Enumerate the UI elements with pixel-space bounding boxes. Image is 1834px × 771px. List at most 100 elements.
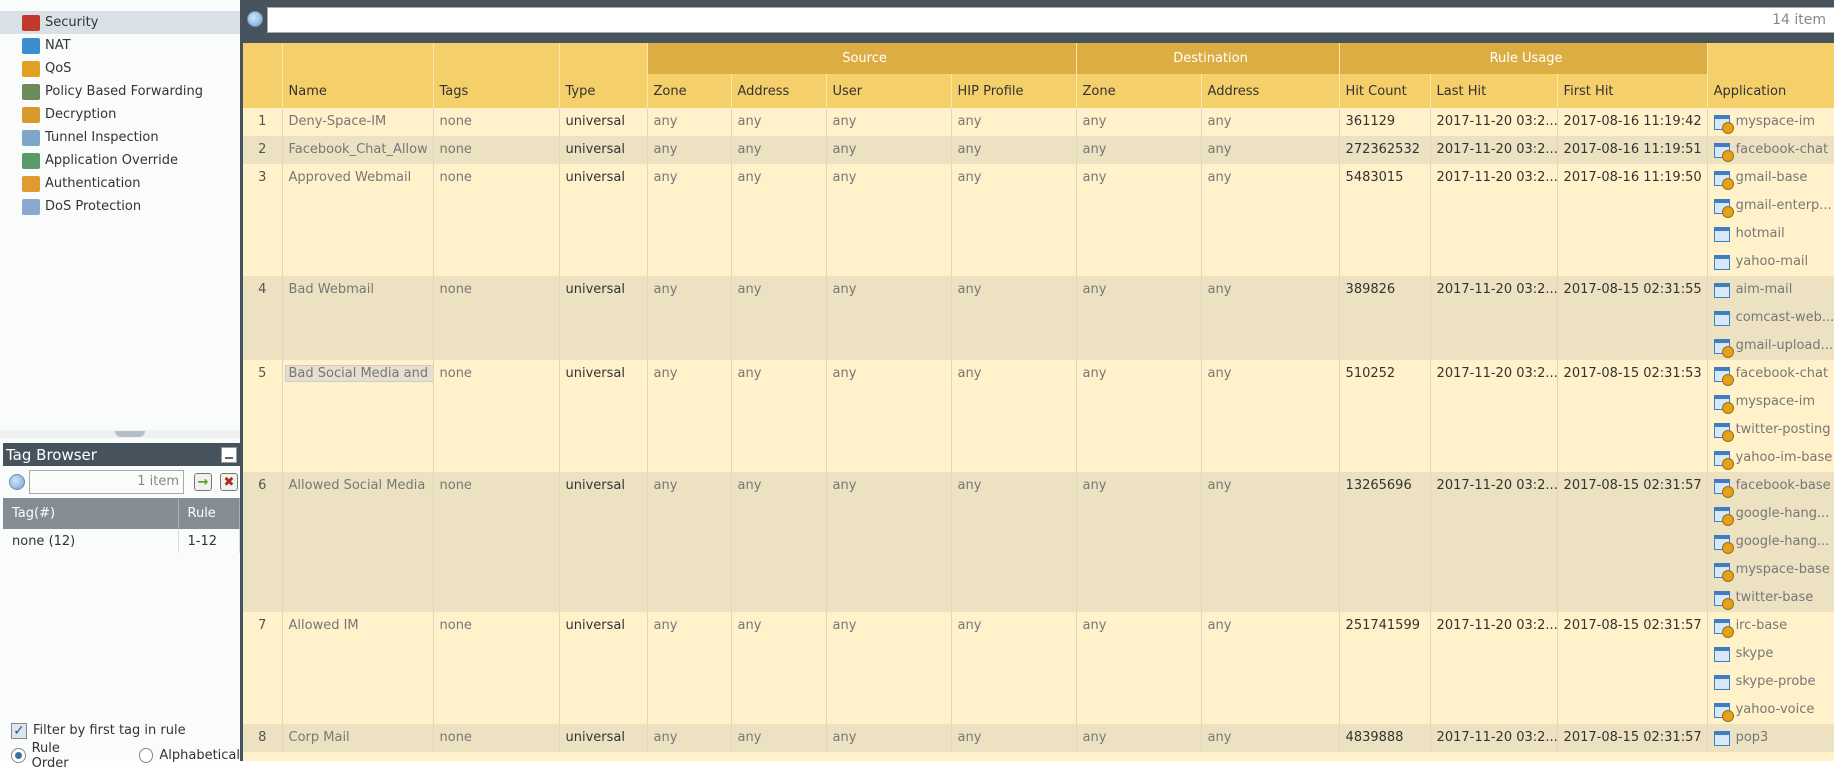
- hit-count[interactable]: 13265696: [1339, 472, 1431, 612]
- rule-number[interactable]: 1: [243, 108, 283, 136]
- rule-name[interactable]: Allowed Social Media: [282, 472, 434, 612]
- hip-profile[interactable]: any: [951, 136, 1077, 164]
- rule-row[interactable]: 8 Corp Mail none universal any any any any any an…: [243, 724, 1834, 752]
- rule-number[interactable]: 4: [243, 276, 283, 360]
- hit-count[interactable]: 251741599: [1339, 612, 1431, 724]
- rule-type[interactable]: universal: [559, 612, 648, 724]
- rule-column-header[interactable]: Rule: [178, 498, 240, 529]
- destination-address[interactable]: any: [1201, 164, 1340, 276]
- nav-item-decryption[interactable]: Decryption: [0, 103, 240, 126]
- last-hit[interactable]: 2017-11-20 03:2...: [1430, 276, 1558, 360]
- source-user[interactable]: any: [826, 164, 952, 276]
- col-destination-zone[interactable]: Zone: [1076, 74, 1202, 108]
- destination-zone[interactable]: any: [1076, 612, 1202, 724]
- source-address[interactable]: any: [731, 360, 827, 472]
- nav-item-tunnel-inspection[interactable]: Tunnel Inspection: [0, 126, 240, 149]
- rule-name[interactable]: Corp Mail: [282, 724, 434, 752]
- rule-name-text[interactable]: Bad Social Media and IM: [284, 365, 432, 382]
- hit-count[interactable]: 272362532: [1339, 136, 1431, 164]
- checkbox-checked-icon[interactable]: ✓: [11, 722, 27, 739]
- col-source-zone[interactable]: Zone: [647, 74, 732, 108]
- source-user[interactable]: any: [826, 612, 952, 724]
- nav-item-qos[interactable]: QoS: [0, 57, 240, 80]
- rule-tags[interactable]: none: [433, 276, 560, 360]
- hip-profile[interactable]: any: [951, 360, 1077, 472]
- tag-row[interactable]: none (12) 1-12: [3, 529, 240, 553]
- application-item[interactable]: gmail-enterp...: [1713, 192, 1834, 220]
- rule-tags[interactable]: none: [433, 164, 560, 276]
- nav-item-authentication[interactable]: Authentication: [0, 172, 240, 195]
- destination-zone[interactable]: any: [1076, 136, 1202, 164]
- last-hit[interactable]: 2017-11-20 03:2...: [1430, 724, 1558, 752]
- rule-row[interactable]: 2 Facebook_Chat_Allow none universal any any a…: [243, 136, 1834, 164]
- destination-zone[interactable]: any: [1076, 472, 1202, 612]
- col-destination-address[interactable]: Address: [1201, 74, 1340, 108]
- col-last-hit[interactable]: Last Hit: [1430, 74, 1558, 108]
- destination-address[interactable]: any: [1201, 612, 1340, 724]
- nav-item-nat[interactable]: NAT: [0, 34, 240, 57]
- applications[interactable]: facebook-chat myspace-im twitter-posting ya…: [1707, 360, 1834, 472]
- application-item[interactable]: myspace-im: [1713, 108, 1834, 136]
- destination-address[interactable]: any: [1201, 724, 1340, 752]
- nav-item-application-override[interactable]: Application Override: [0, 149, 240, 172]
- rule-tags[interactable]: none: [433, 136, 560, 164]
- rule-tags[interactable]: none: [433, 360, 560, 472]
- rule-number[interactable]: 3: [243, 164, 283, 276]
- destination-zone[interactable]: any: [1076, 276, 1202, 360]
- col-type[interactable]: Type: [559, 43, 648, 108]
- source-address[interactable]: any: [731, 164, 827, 276]
- rule-row[interactable]: 1 Deny-Space-IM none universal any any any any a…: [243, 108, 1834, 136]
- destination-address[interactable]: any: [1201, 472, 1340, 612]
- splitter-handle[interactable]: [115, 431, 145, 437]
- source-user[interactable]: any: [826, 472, 952, 612]
- application-item[interactable]: twitter-posting: [1713, 416, 1834, 444]
- hip-profile[interactable]: any: [951, 108, 1077, 136]
- rule-number[interactable]: 6: [243, 472, 283, 612]
- rule-number[interactable]: 2: [243, 136, 283, 164]
- application-item[interactable]: yahoo-mail: [1713, 248, 1834, 276]
- first-hit[interactable]: 2017-08-16 11:19:50: [1557, 164, 1708, 276]
- rule-number[interactable]: 8: [243, 724, 283, 752]
- col-first-hit[interactable]: First Hit: [1557, 74, 1708, 108]
- col-source-address[interactable]: Address: [731, 74, 827, 108]
- col-name[interactable]: Name: [282, 43, 434, 108]
- destination-zone[interactable]: any: [1076, 360, 1202, 472]
- application-item[interactable]: gmail-base: [1713, 164, 1834, 192]
- application-item[interactable]: facebook-base: [1713, 472, 1834, 500]
- rule-tags[interactable]: none: [433, 724, 560, 752]
- source-address[interactable]: any: [731, 724, 827, 752]
- application-item[interactable]: pop3: [1713, 724, 1834, 752]
- hit-count[interactable]: 510252: [1339, 360, 1431, 472]
- rule-name[interactable]: Deny-Space-IM: [282, 108, 434, 136]
- source-user[interactable]: any: [826, 136, 952, 164]
- application-item[interactable]: myspace-im: [1713, 388, 1834, 416]
- nav-item-security[interactable]: Security: [0, 11, 240, 34]
- last-hit[interactable]: 2017-11-20 03:2...: [1430, 360, 1558, 472]
- application-item[interactable]: facebook-chat: [1713, 360, 1834, 388]
- hip-profile[interactable]: any: [951, 472, 1077, 612]
- source-address[interactable]: any: [731, 612, 827, 724]
- hit-count[interactable]: 361129: [1339, 108, 1431, 136]
- source-user[interactable]: any: [826, 360, 952, 472]
- source-address[interactable]: any: [731, 472, 827, 612]
- hit-count[interactable]: 389826: [1339, 276, 1431, 360]
- col-hit-count[interactable]: Hit Count: [1339, 74, 1431, 108]
- rule-name[interactable]: Bad Social Media and IM: [282, 360, 434, 472]
- source-user[interactable]: any: [826, 108, 952, 136]
- rule-type[interactable]: universal: [559, 276, 648, 360]
- minimize-button[interactable]: [221, 446, 237, 463]
- rule-row[interactable]: 3 Approved Webmail none universal any any any a…: [243, 164, 1834, 276]
- first-hit[interactable]: 2017-08-15 02:31:57: [1557, 612, 1708, 724]
- source-zone[interactable]: any: [647, 724, 732, 752]
- col-source-user[interactable]: User: [826, 74, 952, 108]
- first-hit[interactable]: 2017-08-16 11:19:51: [1557, 136, 1708, 164]
- destination-address[interactable]: any: [1201, 360, 1340, 472]
- rule-name[interactable]: Allowed IM: [282, 612, 434, 724]
- applications[interactable]: facebook-chat: [1707, 136, 1834, 164]
- rule-filter-input[interactable]: 14 item: [267, 7, 1834, 33]
- source-zone[interactable]: any: [647, 108, 732, 136]
- application-item[interactable]: google-hang...: [1713, 500, 1834, 528]
- hit-count[interactable]: 5483015: [1339, 164, 1431, 276]
- rule-type[interactable]: universal: [559, 724, 648, 752]
- panel-splitter[interactable]: [0, 430, 240, 438]
